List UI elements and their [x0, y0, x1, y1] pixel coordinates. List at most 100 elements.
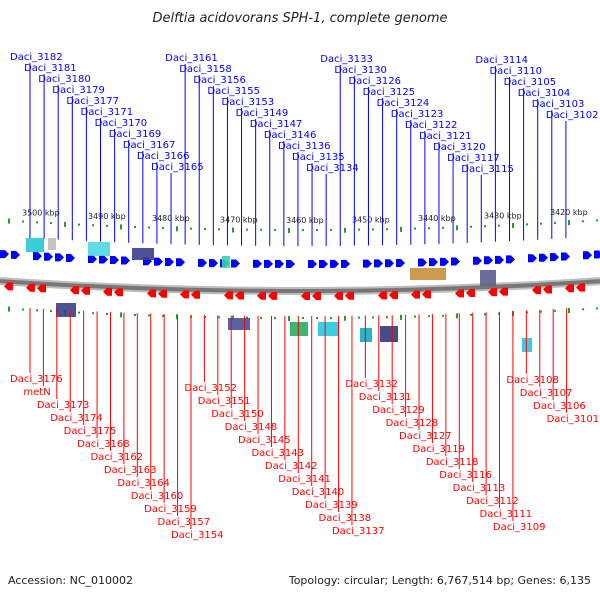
scale-tick: [442, 226, 444, 229]
gene-label-daci-3175: Daci_3175: [64, 426, 117, 437]
scale-tick: [50, 310, 52, 313]
scale-tick: [8, 306, 10, 312]
scale-tick: [400, 226, 402, 232]
gene-label-daci-3170: Daci_3170: [95, 118, 148, 129]
gene-label-daci-3127: Daci_3127: [399, 431, 452, 442]
scale-tick: [36, 309, 38, 312]
gene-label-daci-3125: Daci_3125: [363, 87, 416, 98]
genome-backbone: [0, 279, 600, 293]
forward-gene-arrow: [110, 256, 119, 265]
gene-label-daci-3115: Daci_3115: [461, 164, 514, 175]
scale-tick: [540, 310, 542, 313]
reverse-gene-arrow: [543, 285, 552, 294]
gene-label-daci-3141: Daci_3141: [278, 474, 331, 485]
scale-tick: [106, 312, 108, 315]
reverse-gene-arrow: [466, 288, 475, 297]
position-tick-label: 3420 kbp: [550, 208, 588, 217]
reverse-gene-arrow: [312, 291, 321, 300]
scale-tick: [400, 314, 402, 320]
gene-label-daci-3106: Daci_3106: [533, 401, 586, 412]
scale-tick: [344, 315, 346, 321]
scale-tick: [134, 226, 136, 228]
scale-tick: [134, 314, 136, 316]
gene-label-daci-3179: Daci_3179: [52, 85, 105, 96]
gene-label-daci-3103: Daci_3103: [532, 99, 585, 110]
scale-tick: [176, 226, 178, 232]
gene-label-daci-3168: Daci_3168: [77, 439, 130, 450]
gene-label-daci-3101: Daci_3101: [547, 414, 600, 425]
scale-tick: [596, 219, 598, 222]
forward-gene-arrow: [253, 259, 262, 268]
scale-tick: [106, 224, 108, 227]
feature-block: [360, 328, 372, 342]
reverse-gene-arrow: [158, 289, 167, 298]
reverse-gene-arrow: [334, 291, 343, 300]
reverse-gene-arrow: [488, 288, 497, 297]
feature-block: [290, 322, 308, 336]
scale-tick: [428, 227, 430, 230]
forward-gene-arrow: [99, 255, 108, 264]
scale-tick: [330, 228, 332, 231]
gene-label-daci-3158: Daci_3158: [179, 64, 232, 75]
forward-gene-arrow: [33, 252, 42, 261]
gene-label-daci-3180: Daci_3180: [38, 74, 91, 85]
gene-label-daci-3147: Daci_3147: [250, 119, 303, 130]
gene-label-daci-3110: Daci_3110: [489, 66, 542, 77]
gene-label-metn: metN: [23, 387, 50, 398]
reverse-gene-arrow: [81, 286, 90, 295]
gene-label-daci-3104: Daci_3104: [518, 88, 571, 99]
scale-tick: [204, 228, 206, 230]
gene-label-daci-3107: Daci_3107: [520, 388, 573, 399]
gene-label-daci-3163: Daci_3163: [104, 465, 157, 476]
forward-gene-arrow: [264, 259, 273, 268]
gene-label-daci-3146: Daci_3146: [264, 130, 317, 141]
forward-gene-arrow: [385, 259, 394, 268]
reverse-gene-arrow: [532, 286, 541, 295]
scale-tick: [470, 225, 472, 228]
scale-tick: [162, 226, 164, 229]
scale-tick: [260, 228, 262, 231]
scale-tick: [8, 218, 10, 224]
forward-gene-arrow: [231, 259, 240, 268]
scale-tick: [64, 221, 66, 227]
reverse-gene-arrow: [180, 290, 189, 299]
forward-gene-arrow: [561, 252, 570, 261]
scale-tick: [148, 226, 150, 229]
reverse-gene-arrow: [103, 287, 112, 296]
gene-label-daci-3132: Daci_3132: [345, 379, 398, 390]
gene-label-daci-3102: Daci_3102: [546, 110, 599, 121]
forward-gene-arrow: [154, 257, 163, 266]
gene-label-daci-3176: Daci_3176: [10, 374, 63, 385]
forward-gene-arrow: [539, 253, 548, 262]
scale-tick: [344, 227, 346, 233]
reverse-gene-arrow: [389, 291, 398, 300]
position-tick-label: 3460 kbp: [286, 216, 324, 225]
forward-gene-arrow: [594, 250, 600, 259]
feature-block: [88, 242, 110, 256]
reverse-gene-arrow: [4, 282, 13, 291]
feature-block: [480, 270, 496, 286]
forward-gene-arrow: [198, 258, 207, 267]
forward-gene-arrow: [66, 253, 75, 262]
position-tick-label: 3450 kbp: [352, 215, 390, 224]
backbone-layer: [0, 277, 600, 295]
scale-tick: [78, 311, 80, 314]
scale-tick: [470, 313, 472, 316]
gene-label-daci-3129: Daci_3129: [372, 405, 425, 416]
gene-label-daci-3166: Daci_3166: [137, 151, 190, 162]
forward-gene-arrow: [363, 259, 372, 268]
scale-tick: [288, 228, 290, 233]
gene-label-daci-3177: Daci_3177: [66, 96, 119, 107]
forward-gene-arrow: [396, 258, 405, 267]
forward-gene-arrow: [429, 258, 438, 267]
gene-label-daci-3108: Daci_3108: [506, 375, 559, 386]
gene-label-daci-3136: Daci_3136: [278, 141, 331, 152]
gene-label-daci-3134: Daci_3134: [306, 163, 359, 174]
feature-block: [522, 338, 532, 352]
scale-tick: [316, 229, 318, 231]
scale-tick: [442, 314, 444, 317]
gene-label-daci-3126: Daci_3126: [348, 76, 401, 87]
gene-label-daci-3171: Daci_3171: [81, 107, 134, 118]
reverse-gene-arrow: [576, 283, 585, 292]
